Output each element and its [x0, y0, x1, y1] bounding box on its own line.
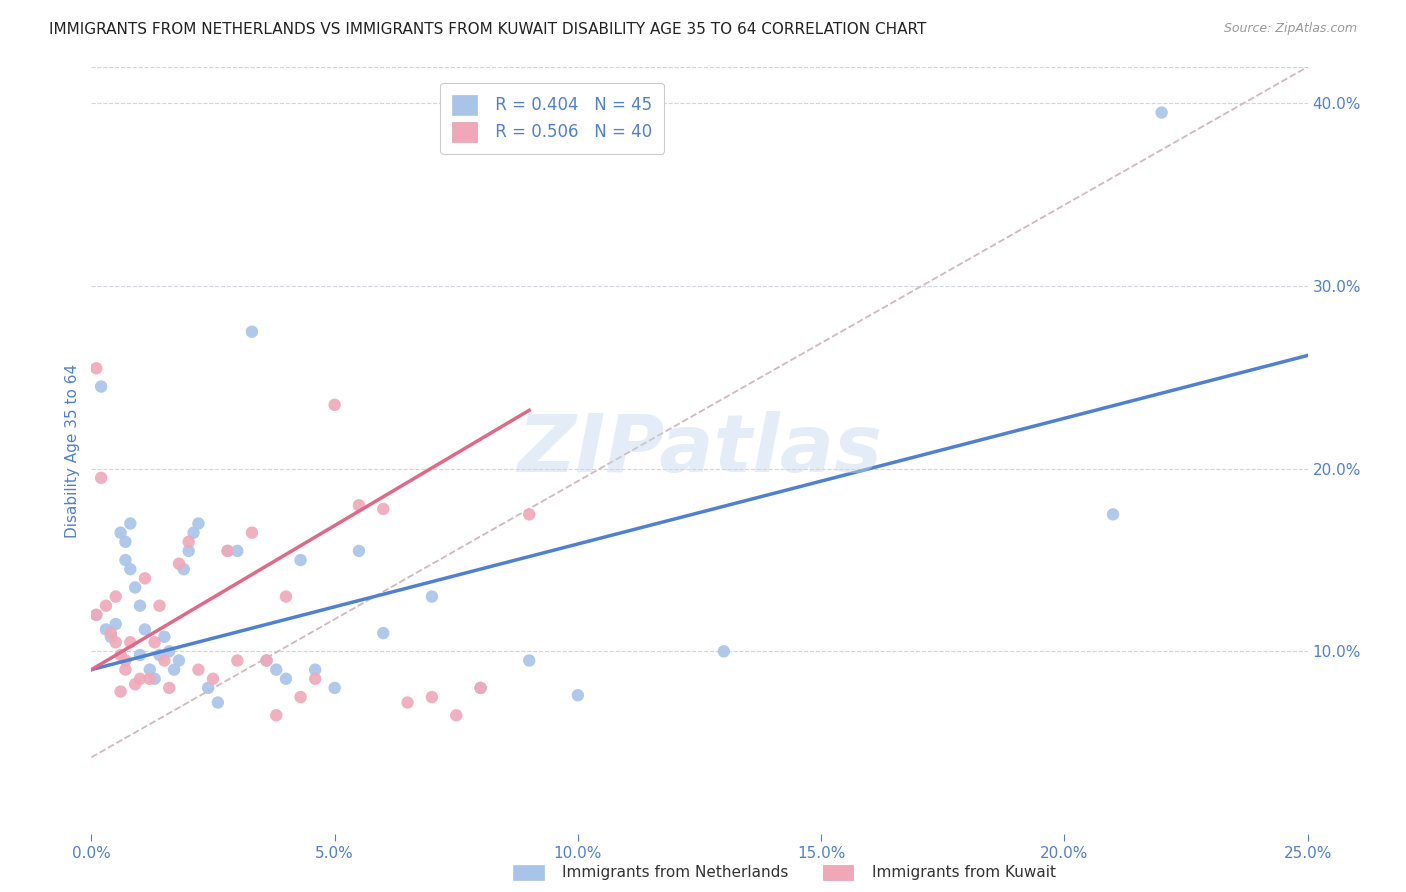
- Point: [373, 502, 395, 516]
- Point: [129, 599, 152, 613]
- Point: [274, 672, 297, 686]
- Point: [396, 696, 419, 710]
- Point: [347, 498, 370, 512]
- Point: [134, 571, 156, 585]
- Point: [167, 653, 190, 667]
- Point: [173, 562, 195, 576]
- Point: [323, 398, 346, 412]
- Point: [129, 672, 152, 686]
- Point: [157, 644, 180, 658]
- Point: [323, 681, 346, 695]
- Point: [110, 525, 132, 540]
- Point: [177, 534, 200, 549]
- Point: [567, 688, 589, 702]
- Point: [90, 471, 112, 485]
- Point: [120, 516, 142, 531]
- Point: [226, 544, 249, 558]
- Point: [274, 590, 297, 604]
- Point: [110, 684, 132, 698]
- Point: [183, 525, 205, 540]
- Point: [94, 599, 117, 613]
- Point: [157, 681, 180, 695]
- Point: [84, 607, 107, 622]
- Text: Source: ZipAtlas.com: Source: ZipAtlas.com: [1223, 22, 1357, 36]
- Point: [90, 379, 112, 393]
- Point: [84, 361, 107, 376]
- Point: [264, 708, 287, 723]
- Point: [517, 508, 540, 522]
- Point: [114, 553, 136, 567]
- Point: [129, 648, 152, 662]
- Point: [207, 696, 229, 710]
- Point: [444, 708, 467, 723]
- Point: [373, 626, 395, 640]
- Text: Immigrants from Netherlands: Immigrants from Netherlands: [562, 865, 789, 880]
- Y-axis label: Disability Age 35 to 64: Disability Age 35 to 64: [65, 363, 80, 538]
- Point: [167, 557, 190, 571]
- Point: [197, 681, 219, 695]
- Point: [420, 690, 443, 704]
- Point: [177, 544, 200, 558]
- Point: [290, 690, 312, 704]
- Point: [153, 630, 176, 644]
- Point: [1150, 105, 1173, 120]
- Point: [110, 648, 132, 662]
- Point: [163, 663, 186, 677]
- Point: [202, 672, 225, 686]
- Point: [124, 677, 146, 691]
- Point: [100, 626, 122, 640]
- Point: [120, 562, 142, 576]
- Text: ZIPatlas: ZIPatlas: [517, 411, 882, 490]
- Point: [153, 653, 176, 667]
- Point: [84, 607, 107, 622]
- Point: [470, 681, 492, 695]
- Point: [290, 553, 312, 567]
- Point: [148, 599, 170, 613]
- Point: [256, 653, 278, 667]
- Point: [240, 325, 263, 339]
- Point: [124, 581, 146, 595]
- Text: IMMIGRANTS FROM NETHERLANDS VS IMMIGRANTS FROM KUWAIT DISABILITY AGE 35 TO 64 CO: IMMIGRANTS FROM NETHERLANDS VS IMMIGRANT…: [49, 22, 927, 37]
- Point: [517, 653, 540, 667]
- Point: [143, 635, 166, 649]
- Point: [100, 630, 122, 644]
- Point: [104, 590, 127, 604]
- Legend:  R = 0.404   N = 45,  R = 0.506   N = 40: R = 0.404 N = 45, R = 0.506 N = 40: [440, 83, 664, 153]
- Point: [304, 672, 326, 686]
- Point: [240, 525, 263, 540]
- Point: [114, 663, 136, 677]
- Point: [264, 663, 287, 677]
- Point: [1102, 508, 1125, 522]
- Point: [143, 672, 166, 686]
- Point: [148, 648, 170, 662]
- Point: [420, 590, 443, 604]
- Point: [256, 653, 278, 667]
- Point: [114, 653, 136, 667]
- Point: [114, 534, 136, 549]
- Point: [347, 544, 370, 558]
- Point: [104, 635, 127, 649]
- Point: [139, 663, 162, 677]
- Point: [139, 672, 162, 686]
- Point: [226, 653, 249, 667]
- Point: [104, 617, 127, 632]
- Point: [94, 623, 117, 637]
- Point: [187, 516, 209, 531]
- Point: [217, 544, 239, 558]
- Point: [187, 663, 209, 677]
- Point: [470, 681, 492, 695]
- Point: [134, 623, 156, 637]
- Point: [713, 644, 735, 658]
- Text: Immigrants from Kuwait: Immigrants from Kuwait: [872, 865, 1056, 880]
- Point: [217, 544, 239, 558]
- Point: [304, 663, 326, 677]
- Point: [120, 635, 142, 649]
